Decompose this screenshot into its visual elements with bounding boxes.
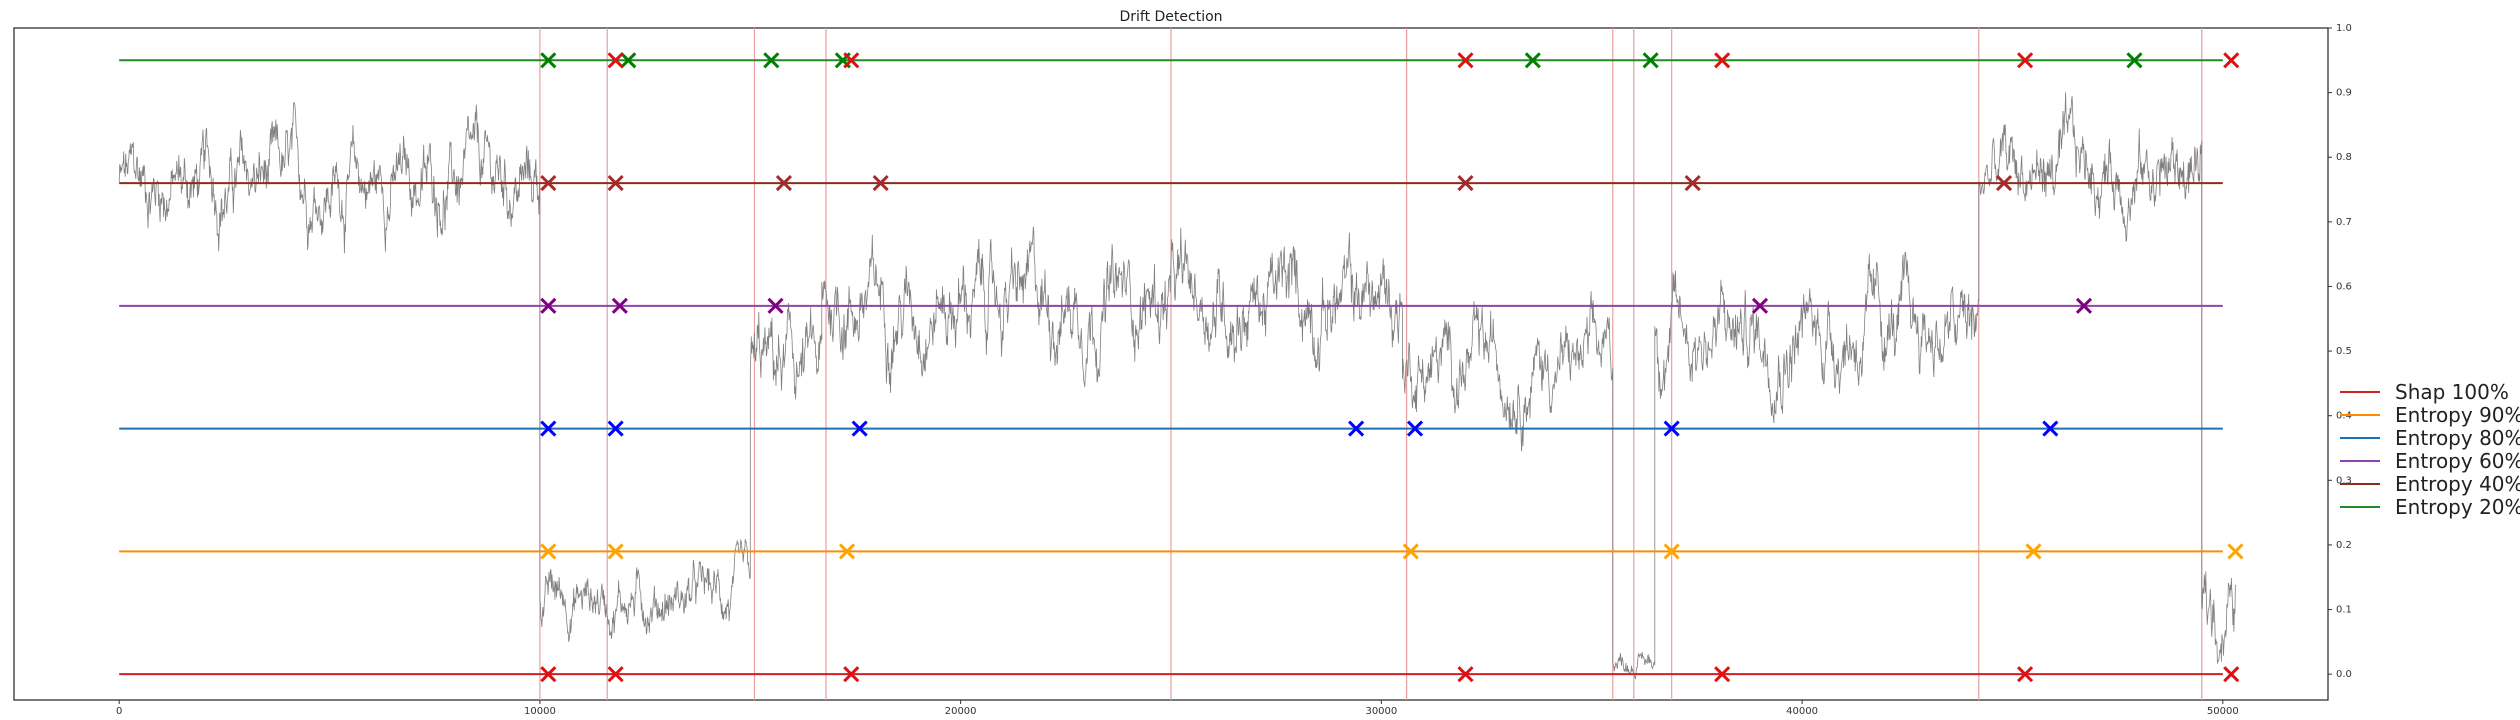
detection-marker (1663, 543, 1680, 560)
detection-marker (1714, 52, 1731, 69)
y-tick-label: 0.1 (2336, 605, 2352, 616)
legend-label: Entropy 60% (2395, 449, 2520, 473)
detection-marker (2042, 420, 2059, 437)
detection-marker (540, 543, 557, 560)
detection-marker (872, 175, 889, 192)
detection-marker (2017, 52, 2034, 69)
detection-marker (1348, 420, 1365, 437)
chart-title: Drift Detection (1119, 9, 1222, 25)
detection-marker (607, 175, 624, 192)
detection-marker (607, 420, 624, 437)
y-tick-label: 0.3 (2336, 475, 2352, 486)
detection-marker (1406, 420, 1424, 437)
detection-marker (2017, 666, 2034, 683)
detection-marker (1457, 175, 1474, 192)
drift-lines-layer (539, 28, 2203, 700)
detection-marker (763, 52, 780, 69)
detection-marker (1663, 420, 1680, 437)
legend: Shap 100%Entropy 90%Entropy 80%Entropy 6… (2340, 380, 2520, 519)
detection-marker (607, 543, 624, 560)
legend-label: Entropy 90% (2395, 403, 2520, 427)
x-tick-label: 30000 (1365, 706, 1397, 717)
x-tick-label: 0 (116, 706, 122, 717)
x-tick-label: 20000 (945, 706, 977, 717)
x-tick-label: 40000 (1786, 706, 1818, 717)
series-layer (119, 52, 2244, 683)
legend-label: Entropy 20% (2395, 495, 2520, 519)
signal-layer (118, 92, 2236, 680)
y-tick-label: 0.8 (2336, 152, 2352, 163)
detection-marker (540, 666, 557, 683)
detection-marker (767, 297, 784, 314)
detection-marker (1642, 52, 1659, 69)
y-tick-label: 0.4 (2336, 411, 2352, 422)
detection-marker (843, 52, 860, 69)
y-tick-label: 0.0 (2336, 669, 2352, 680)
detection-marker (2227, 543, 2244, 560)
detection-marker (1684, 175, 1701, 192)
detection-marker (540, 420, 557, 437)
y-tick-label: 0.9 (2336, 88, 2352, 99)
detection-marker (2075, 297, 2093, 314)
y-axis: 0.0 0.1 0.2 0.3 0.4 0.5 0.6 0.7 0.8 0.9 1.0 (2328, 23, 2352, 680)
detection-marker (2025, 543, 2042, 560)
detection-marker (1457, 666, 1474, 683)
y-tick-label: 0.5 (2336, 346, 2352, 357)
detection-marker (611, 297, 628, 314)
y-tick-label: 0.6 (2336, 281, 2352, 292)
detection-marker (775, 175, 792, 192)
detection-marker (1995, 175, 2013, 192)
detection-marker (843, 666, 860, 683)
detection-marker (607, 666, 624, 683)
detection-marker (1402, 543, 1419, 560)
detection-marker (620, 52, 637, 69)
signal-line (118, 92, 2236, 680)
detection-marker (838, 543, 856, 560)
x-axis: 0 10000 20000 30000 40000 50000 (116, 700, 2239, 717)
detection-marker (607, 52, 624, 69)
detection-marker (1524, 52, 1541, 69)
detection-marker (1751, 297, 1769, 314)
detection-marker (851, 420, 868, 437)
x-tick-label: 50000 (2207, 706, 2239, 717)
detection-marker (540, 297, 557, 314)
legend-label: Entropy 40% (2395, 472, 2520, 496)
detection-marker (540, 175, 557, 192)
y-tick-label: 0.7 (2336, 217, 2352, 228)
y-tick-label: 0.2 (2336, 540, 2352, 551)
legend-label: Shap 100% (2395, 380, 2509, 404)
detection-marker (2126, 52, 2143, 69)
detection-marker (2223, 666, 2240, 683)
detection-marker (540, 52, 557, 69)
detection-marker (1457, 52, 1474, 69)
legend-label: Entropy 80% (2395, 426, 2520, 450)
detection-marker (1714, 666, 1731, 683)
x-tick-label: 10000 (524, 706, 556, 717)
y-tick-label: 1.0 (2336, 23, 2352, 34)
detection-marker (2223, 52, 2240, 69)
